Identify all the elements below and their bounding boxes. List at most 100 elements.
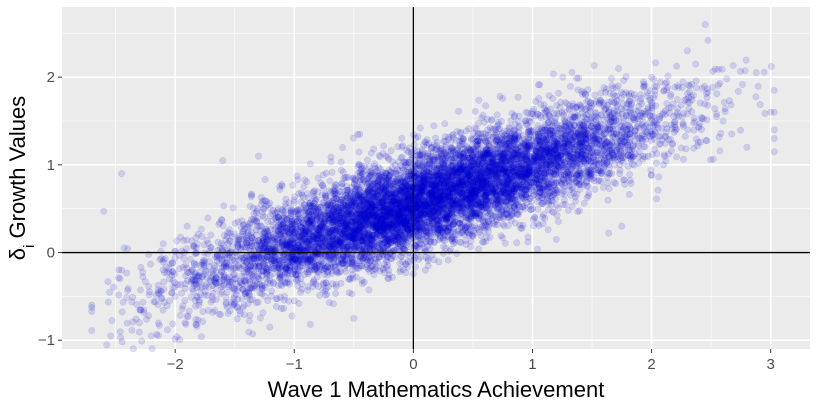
data-point [482,180,490,187]
data-point [238,295,246,303]
data-point [367,256,375,264]
data-point [602,149,610,157]
data-point [679,155,687,163]
data-point [552,166,560,173]
data-point [289,256,297,264]
data-point [593,149,601,157]
data-point [509,162,517,170]
data-point [269,210,277,218]
data-point [555,171,563,179]
data-point [536,153,544,161]
data-point [450,148,458,156]
data-point [625,191,633,198]
data-point [398,204,405,212]
data-point [278,242,286,250]
data-point [526,194,534,202]
data-point [626,123,634,131]
data-point [198,284,206,291]
data-point [324,201,332,209]
data-point [471,192,479,200]
data-point [414,215,422,222]
data-point [128,326,136,334]
data-point [321,217,329,225]
data-point [647,171,655,179]
data-point [603,111,611,119]
data-point [497,160,505,167]
data-point [416,199,424,207]
data-point [441,173,449,181]
data-point [612,84,620,92]
data-point [275,223,283,231]
data-point [393,225,401,233]
data-point [419,177,427,185]
data-point [616,170,624,178]
data-point [169,277,177,285]
data-point [416,226,424,234]
data-point [431,199,438,207]
data-point [292,271,300,279]
data-point [608,75,615,82]
data-point [471,222,479,230]
data-point [391,232,399,240]
data-point [88,327,96,335]
data-point [330,194,338,202]
data-point [631,94,639,102]
data-point [464,195,472,203]
data-point [326,242,334,250]
data-point [308,266,316,274]
data-point [416,211,423,219]
data-point [215,310,223,318]
data-point [368,223,376,231]
data-point [422,175,430,183]
data-point [171,270,178,278]
data-point [545,92,553,100]
data-point [514,93,522,101]
data-point [145,291,153,299]
data-point [307,205,315,213]
data-point [398,214,406,222]
data-point [322,169,330,177]
data-point [472,172,480,180]
data-point [309,232,317,240]
data-point [416,253,424,261]
data-point [463,224,471,232]
data-point [254,275,262,283]
data-point [510,167,518,175]
data-point [500,222,508,230]
data-point [262,202,270,210]
data-point [600,157,608,164]
data-point [441,120,449,128]
data-point [553,144,561,152]
data-point [692,135,700,143]
data-point [498,185,505,193]
data-point [508,190,516,198]
data-point [381,221,389,229]
data-point [524,128,532,136]
data-point [434,184,442,192]
data-point [440,162,448,170]
data-point [492,164,500,172]
data-point [565,179,573,186]
data-point [286,237,294,245]
data-point [493,172,501,179]
data-point [365,218,373,226]
data-point [716,147,724,155]
data-point [471,205,479,212]
data-point [444,154,452,162]
data-point [178,289,186,297]
data-point [305,209,313,217]
data-point [285,242,292,250]
data-point [365,213,373,221]
data-point [107,332,115,340]
data-point [229,204,237,212]
data-point [467,237,475,245]
data-point [450,158,457,166]
data-point [425,196,433,204]
data-point [308,245,316,253]
data-point [337,240,345,248]
data-point [756,101,764,109]
data-point [673,62,681,70]
data-point [520,183,528,191]
data-point [536,139,544,147]
data-point [383,181,391,189]
